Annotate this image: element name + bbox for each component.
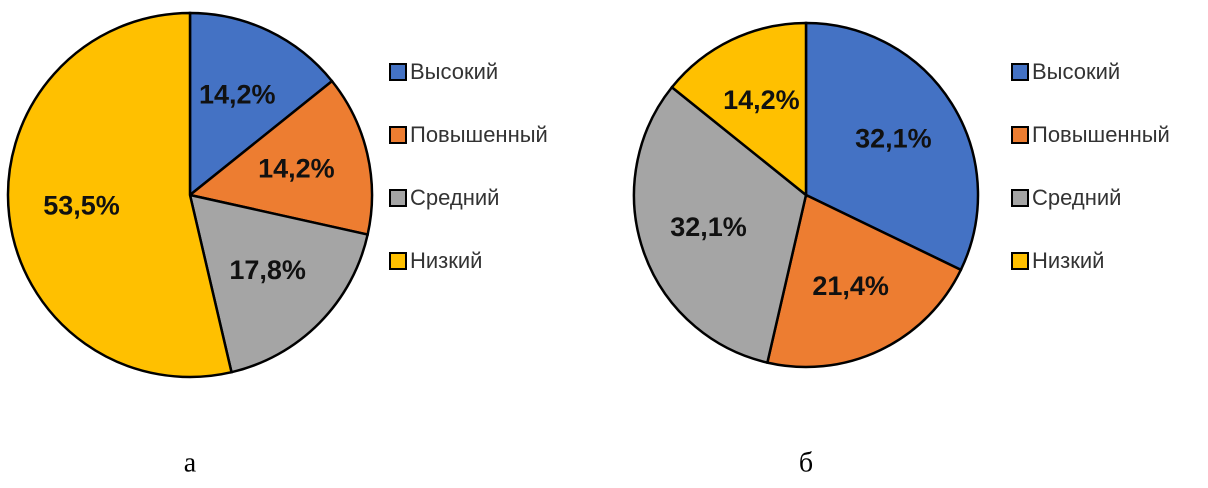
pie-slice	[765, 193, 963, 369]
legend-swatch	[1011, 63, 1029, 81]
legend-label: Высокий	[1032, 59, 1120, 84]
data-label: 17,8%	[229, 255, 306, 285]
pie-slice	[670, 21, 808, 198]
data-label: 53,5%	[43, 191, 120, 221]
pie-slice	[6, 11, 233, 379]
pie-slice	[187, 79, 374, 237]
legend-label: Низкий	[1032, 248, 1104, 273]
pie-slice	[804, 21, 980, 272]
legend-swatch	[389, 252, 407, 270]
data-label: 21,4%	[812, 271, 889, 301]
legend-label: Средний	[410, 185, 499, 210]
caption: а	[184, 447, 197, 478]
data-label: 14,2%	[723, 85, 800, 115]
legend-label: Высокий	[410, 59, 498, 84]
legend-label: Повышенный	[1032, 122, 1170, 147]
data-label: 14,2%	[258, 153, 335, 183]
legend-label: Средний	[1032, 185, 1121, 210]
data-label: 32,1%	[855, 123, 932, 153]
legend-swatch	[1011, 189, 1029, 207]
legend-swatch	[389, 126, 407, 144]
legend-swatch	[389, 63, 407, 81]
pie-slice	[632, 85, 808, 365]
legend-swatch	[389, 189, 407, 207]
data-label: 32,1%	[670, 212, 747, 242]
caption: б	[799, 447, 813, 478]
pie-slice	[188, 11, 334, 198]
legend-label: Повышенный	[410, 122, 548, 147]
pie-slice	[188, 193, 370, 374]
data-label: 14,2%	[199, 80, 276, 110]
legend-swatch	[1011, 252, 1029, 270]
legend-swatch	[1011, 126, 1029, 144]
legend-label: Низкий	[410, 248, 482, 273]
